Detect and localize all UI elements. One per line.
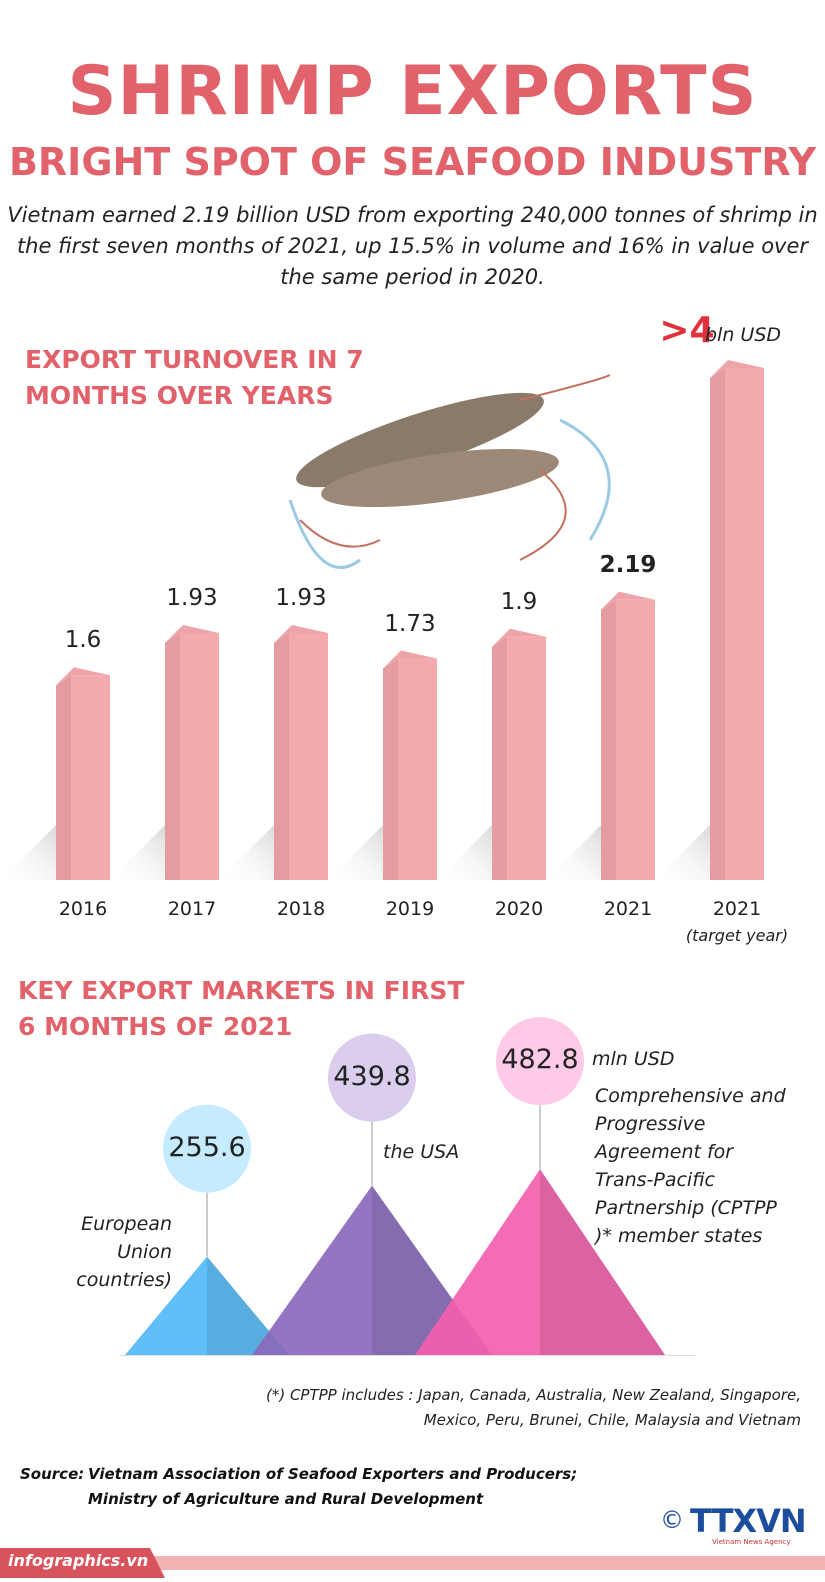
bar-shadow xyxy=(110,825,165,880)
bar-front xyxy=(616,599,655,880)
source-line: Ministry of Agriculture and Rural Develo… xyxy=(88,1490,484,1508)
x-tick-label: 2017 xyxy=(167,898,217,920)
bar-shadow xyxy=(328,825,383,880)
bar-front xyxy=(725,368,764,880)
intro: Vietnam earned 2.19 billion USD from exp… xyxy=(7,203,818,289)
copyright: © xyxy=(660,1506,684,1534)
market-label: Comprehensive and Progressive Agreement … xyxy=(595,1085,786,1247)
unit-label: bln USD xyxy=(705,324,782,346)
value-label: 482.8 xyxy=(501,1044,579,1076)
bar-cap xyxy=(601,591,655,610)
chart-title: KEY EXPORT MARKETS IN FIRST 6 MONTHS OF … xyxy=(18,976,465,1041)
bar-cap xyxy=(710,360,764,378)
value-label: >4 xyxy=(659,310,715,351)
bar xyxy=(56,667,110,880)
pyramid xyxy=(415,1169,665,1355)
bar-cap xyxy=(56,667,110,686)
x-tick-label: 2018 xyxy=(276,898,326,920)
bar-side xyxy=(274,632,289,880)
pyramid-left xyxy=(415,1169,540,1355)
x-tick-label: 2021 xyxy=(603,898,653,920)
bar-side xyxy=(56,675,71,880)
source-line: Vietnam Association of Seafood Exporters… xyxy=(88,1465,578,1483)
shrimp-illustration xyxy=(288,374,611,569)
bar-cap xyxy=(383,650,437,669)
bar-front xyxy=(71,675,110,880)
bar-front xyxy=(398,658,437,880)
unit-label: mln USD xyxy=(592,1048,675,1070)
value-label: 1.6 xyxy=(64,627,102,654)
bar-side xyxy=(601,599,616,880)
pyramid xyxy=(125,1256,289,1355)
bar-front xyxy=(507,636,546,880)
x-tick-label: 2016 xyxy=(58,898,108,920)
value-label: 255.6 xyxy=(168,1131,246,1163)
value-bubble xyxy=(496,1017,584,1106)
pyramid-left xyxy=(252,1185,372,1355)
value-label: 439.8 xyxy=(333,1060,411,1092)
bar-front xyxy=(180,632,219,880)
bar xyxy=(492,628,546,880)
bar-cap xyxy=(165,624,219,643)
bar-side xyxy=(710,368,725,880)
footnote: (*) CPTPP includes : Japan, Canada, Aust… xyxy=(265,1386,801,1429)
market-label: European Union countries) xyxy=(76,1213,172,1291)
value-bubble xyxy=(328,1033,416,1122)
title: SHRIMP EXPORTS xyxy=(67,52,758,131)
category-note: (target year) xyxy=(685,926,789,945)
subtitle: BRIGHT SPOT OF SEAFOOD INDUSTRY xyxy=(8,140,817,184)
bar-front xyxy=(289,632,328,880)
bar-side xyxy=(165,632,180,880)
bar-shadow xyxy=(1,825,56,880)
footer-strip xyxy=(0,1548,825,1578)
logo: TTXVN xyxy=(690,1502,807,1540)
bar xyxy=(601,591,655,880)
bar-shadow xyxy=(437,825,492,880)
bar xyxy=(274,624,328,880)
pyramid-right xyxy=(207,1256,289,1355)
bar-cap xyxy=(492,628,546,647)
bar xyxy=(710,360,764,880)
market-label: the USA xyxy=(383,1141,460,1163)
bar-shadow xyxy=(219,825,274,880)
agency: Vietnam News Agency xyxy=(712,1538,791,1546)
bar xyxy=(165,624,219,880)
bar-shadow xyxy=(655,825,710,880)
value-label: 1.93 xyxy=(166,584,218,611)
pyramid-right xyxy=(372,1185,492,1355)
pyramid-right xyxy=(540,1169,665,1355)
pyramid xyxy=(252,1185,492,1355)
value-label: 1.93 xyxy=(275,584,327,611)
value-label: 2.19 xyxy=(599,551,657,578)
bar-side xyxy=(383,658,398,880)
value-label: 1.9 xyxy=(500,588,538,615)
x-tick-label: 2020 xyxy=(494,898,544,920)
source-label: Source: xyxy=(20,1465,85,1483)
chart-title: EXPORT TURNOVER IN 7 MONTHS OVER YEARS xyxy=(25,345,364,410)
x-tick-label: 2021 xyxy=(712,898,762,920)
bar-side xyxy=(492,636,507,880)
bar-cap xyxy=(274,624,328,643)
site-name: infographics.vn xyxy=(8,1551,149,1570)
value-bubble xyxy=(163,1104,251,1193)
pyramid-left xyxy=(125,1256,207,1355)
bar-shadow xyxy=(546,825,601,880)
bar xyxy=(383,650,437,880)
value-label: 1.73 xyxy=(384,610,436,637)
x-tick-label: 2019 xyxy=(385,898,435,920)
